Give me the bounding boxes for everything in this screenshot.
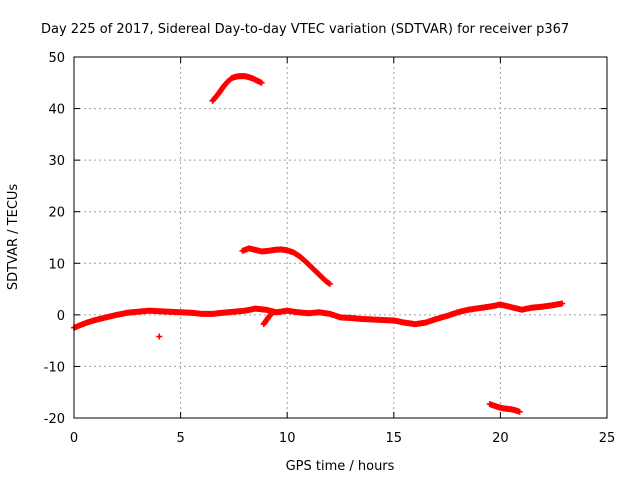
- x-axis-label: GPS time / hours: [286, 459, 395, 474]
- data-point-outlier: [156, 333, 163, 340]
- y-tick-label: -10: [44, 360, 65, 375]
- data-point-segment-low: [516, 408, 523, 415]
- x-tick-label: 5: [176, 431, 184, 446]
- chart-title: Day 225 of 2017, Sidereal Day-to-day VTE…: [41, 22, 569, 37]
- x-tick-label: 20: [492, 431, 509, 446]
- x-tick-label: 15: [386, 431, 403, 446]
- y-tick-label: 0: [57, 309, 65, 324]
- data-point-dip-near-9h: [269, 309, 276, 316]
- data-point-arc-top: [258, 79, 265, 86]
- y-tick-label: 40: [48, 103, 65, 118]
- data-point-baseline: [559, 300, 566, 307]
- plot-frame: [73, 56, 608, 419]
- axis-ticks: 0 5 10 15 20 25 -20 -10 0 10 20 30 40 50: [44, 51, 616, 446]
- y-axis-label: SDTVAR / TECUs: [6, 184, 21, 291]
- data-points: [71, 73, 566, 415]
- data-point-arc-middle: [326, 280, 333, 287]
- x-tick-label: 0: [70, 431, 78, 446]
- y-tick-label: 50: [48, 51, 65, 66]
- x-tick-label: 25: [599, 431, 616, 446]
- grid-lines: [74, 57, 607, 418]
- y-tick-label: -20: [44, 412, 65, 427]
- y-tick-label: 10: [48, 257, 65, 272]
- y-tick-label: 20: [48, 206, 65, 221]
- y-tick-label: 30: [48, 154, 65, 169]
- x-tick-label: 10: [279, 431, 296, 446]
